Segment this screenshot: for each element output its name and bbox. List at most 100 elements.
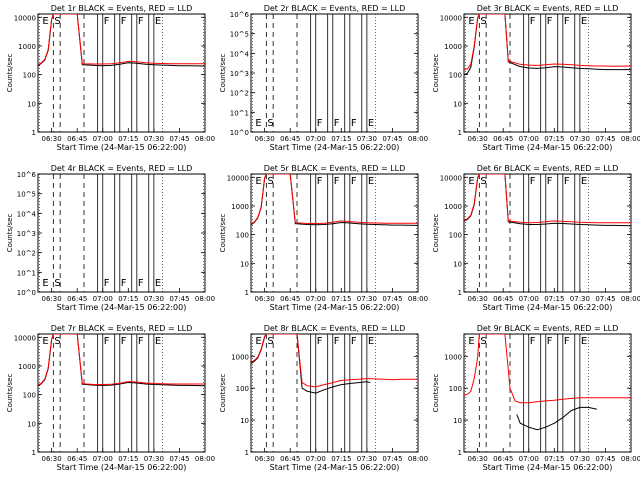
flag-label: E — [155, 16, 161, 27]
flag-label: E — [42, 336, 48, 347]
x-tick-label: 08:00 — [408, 295, 428, 303]
x-tick-label: 08:00 — [621, 455, 640, 463]
x-tick-label: 07:30 — [357, 295, 377, 303]
y-tick-label: 100 — [23, 392, 36, 400]
flag-label: F — [351, 176, 357, 187]
flag-label: F — [547, 176, 553, 187]
y-tick-label: 10^6 — [230, 11, 250, 19]
x-tick-label: 07:30 — [570, 455, 590, 463]
y-tick-label: 10^4 — [230, 50, 250, 58]
x-tick-label: 07:45 — [382, 295, 402, 303]
x-axis-label: Start Time (24-Mar-15 06:22:00) — [270, 463, 400, 472]
panel-title: Det 2r BLACK = Events, RED = LLD — [264, 4, 406, 13]
y-tick-label: 10 — [240, 417, 249, 425]
y-tick-label: 10^2 — [17, 250, 36, 258]
flag-label: F — [564, 176, 570, 187]
flag-label: E — [581, 176, 587, 187]
x-tick-label: 06:30 — [255, 135, 275, 143]
flag-label: E — [368, 336, 374, 347]
x-tick-label: 07:45 — [595, 135, 615, 143]
x-tick-label: 07:30 — [357, 455, 377, 463]
y-tick-label: 1 — [32, 449, 36, 457]
x-tick-label: 07:00 — [519, 455, 539, 463]
x-tick-label: 06:30 — [255, 295, 275, 303]
x-tick-label: 07:30 — [144, 295, 164, 303]
plot-frame — [37, 333, 206, 453]
x-axis-label: Start Time (24-Mar-15 06:22:00) — [483, 303, 613, 312]
x-tick-label: 07:00 — [306, 135, 326, 143]
y-tick-label: 1 — [32, 129, 36, 137]
flag-label: E — [468, 176, 474, 187]
flag-label: F — [334, 336, 340, 347]
series-line — [251, 174, 418, 225]
x-axis-label: Start Time (24-Mar-15 06:22:00) — [57, 463, 187, 472]
flag-label: F — [317, 118, 323, 129]
series-line — [464, 174, 631, 224]
x-axis-label: Start Time (24-Mar-15 06:22:00) — [57, 303, 187, 312]
y-tick-label: 10^0 — [230, 129, 249, 137]
x-tick-label: 08:00 — [195, 135, 215, 143]
flag-label: E — [468, 16, 474, 27]
x-tick-label: 07:00 — [519, 295, 539, 303]
flag-label: F — [530, 176, 536, 187]
flag-label: F — [547, 336, 553, 347]
panel-title: Det 4r BLACK = Events, RED = LLD — [51, 164, 193, 173]
flag-label: F — [334, 118, 340, 129]
y-axis-label: Counts/sec — [6, 374, 14, 413]
x-tick-label: 07:45 — [382, 135, 402, 143]
flag-label: E — [255, 176, 261, 187]
x-tick-label: 06:30 — [255, 455, 275, 463]
y-tick-label: 10^3 — [230, 70, 249, 78]
y-tick-label: 10 — [27, 420, 36, 428]
y-tick-label: 10^2 — [230, 90, 249, 98]
y-tick-label: 1 — [458, 449, 462, 457]
y-tick-label: 10000 — [14, 334, 36, 342]
flag-label: S — [480, 16, 486, 27]
panel-title: Det 7r BLACK = Events, RED = LLD — [51, 324, 193, 333]
y-axis-label: Counts/sec — [432, 214, 440, 253]
x-tick-label: 06:45 — [493, 295, 513, 303]
x-tick-label: 06:30 — [42, 135, 62, 143]
flag-label: E — [368, 176, 374, 187]
flag-label: F — [564, 16, 570, 27]
y-tick-label: 100 — [449, 385, 462, 393]
x-tick-label: 08:00 — [408, 455, 428, 463]
flag-label: F — [351, 336, 357, 347]
y-axis-label: Counts/sec — [432, 54, 440, 93]
x-tick-label: 06:45 — [493, 455, 513, 463]
y-tick-label: 1000 — [231, 203, 249, 211]
flag-label: S — [267, 118, 273, 129]
y-tick-label: 1000 — [444, 43, 462, 51]
flag-label: E — [255, 118, 261, 129]
x-tick-label: 06:30 — [468, 295, 488, 303]
plot-frame — [463, 13, 632, 133]
x-tick-label: 07:15 — [118, 135, 138, 143]
y-tick-label: 10 — [27, 100, 36, 108]
y-tick-label: 1 — [245, 289, 249, 297]
flag-label: F — [104, 278, 110, 289]
x-tick-label: 07:00 — [93, 295, 113, 303]
flag-label: F — [104, 336, 110, 347]
y-tick-label: 10 — [453, 417, 462, 425]
y-tick-label: 100 — [236, 385, 249, 393]
x-axis-label: Start Time (24-Mar-15 06:22:00) — [270, 303, 400, 312]
series-line — [38, 14, 205, 66]
x-axis-label: Start Time (24-Mar-15 06:22:00) — [57, 143, 187, 152]
x-tick-label: 07:30 — [144, 135, 164, 143]
flag-label: F — [121, 278, 127, 289]
flag-label: E — [468, 336, 474, 347]
x-tick-label: 07:45 — [169, 455, 189, 463]
x-tick-label: 07:45 — [595, 455, 615, 463]
flag-label: F — [351, 118, 357, 129]
y-tick-label: 100 — [236, 232, 249, 240]
y-tick-label: 10 — [453, 260, 462, 268]
x-tick-label: 07:30 — [570, 135, 590, 143]
x-tick-label: 06:45 — [67, 135, 87, 143]
x-tick-label: 08:00 — [621, 295, 640, 303]
y-tick-label: 100 — [449, 72, 462, 80]
flag-label: E — [368, 118, 374, 129]
y-tick-label: 10^4 — [17, 210, 37, 218]
y-axis-label: Counts/sec — [219, 214, 227, 253]
